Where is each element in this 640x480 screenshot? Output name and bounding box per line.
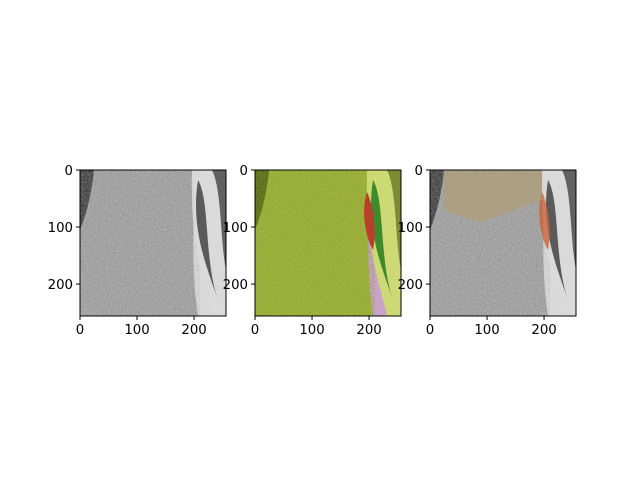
image-accent-leaf [364, 192, 375, 250]
image-overlay [444, 170, 542, 222]
y-tick-label: 200 [48, 278, 73, 293]
x-tick-label: 0 [426, 323, 434, 338]
y-tick-label: 0 [415, 164, 423, 179]
axes-frame [254, 169, 402, 317]
x-tick-label: 100 [124, 323, 149, 338]
image-leaf-dark [387, 170, 401, 270]
panel-1-image [80, 170, 226, 316]
y-tick-label: 0 [65, 164, 73, 179]
image-leaf [546, 180, 568, 300]
panel-3-image [430, 170, 576, 316]
image-leaf-dark [212, 170, 226, 270]
image-leaf [196, 180, 218, 300]
y-tick-label: 0 [240, 164, 248, 179]
panel-1: 0 100 200 0 100 200 [48, 164, 227, 338]
x-tick-label: 0 [76, 323, 84, 338]
x-tick-label: 100 [474, 323, 499, 338]
image-leaf [371, 180, 393, 300]
axes-frame [79, 169, 227, 317]
y-tick-label: 200 [398, 278, 423, 293]
y-tick-label: 100 [48, 221, 73, 236]
x-tick-label: 100 [299, 323, 324, 338]
panel-2: 0 100 200 0 100 200 [223, 164, 402, 338]
x-tick-label: 0 [251, 323, 259, 338]
image-texture [255, 170, 375, 316]
panel-3: 0 100 200 0 100 200 [398, 164, 577, 338]
y-tick-label: 100 [398, 221, 423, 236]
axes-frame [429, 169, 577, 317]
image-leaf-dark [562, 170, 576, 270]
y-tick-label: 200 [223, 278, 248, 293]
x-tick-label: 200 [531, 323, 556, 338]
image-texture [80, 170, 200, 316]
x-tick-label: 200 [181, 323, 206, 338]
image-accent-leaf [539, 192, 550, 250]
panel-2-image [255, 170, 401, 316]
y-tick-label: 100 [223, 221, 248, 236]
x-tick-label: 200 [356, 323, 381, 338]
